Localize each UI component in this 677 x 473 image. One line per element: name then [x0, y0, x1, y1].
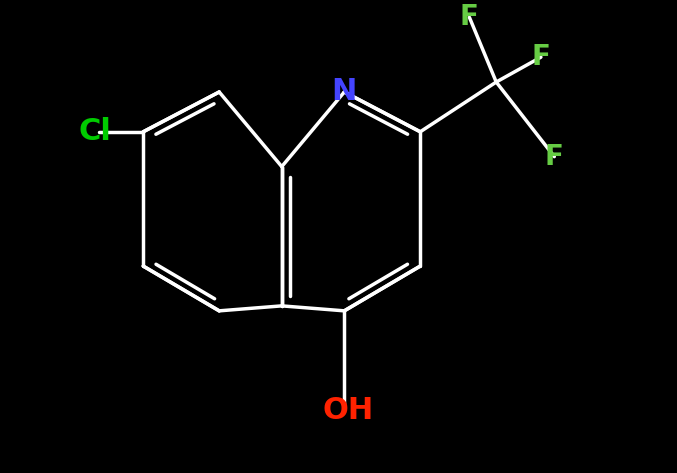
Text: Cl: Cl: [79, 117, 112, 146]
Text: F: F: [460, 3, 479, 31]
Text: F: F: [531, 43, 550, 71]
Text: N: N: [332, 78, 357, 106]
Text: F: F: [545, 143, 564, 171]
Text: OH: OH: [322, 396, 373, 425]
